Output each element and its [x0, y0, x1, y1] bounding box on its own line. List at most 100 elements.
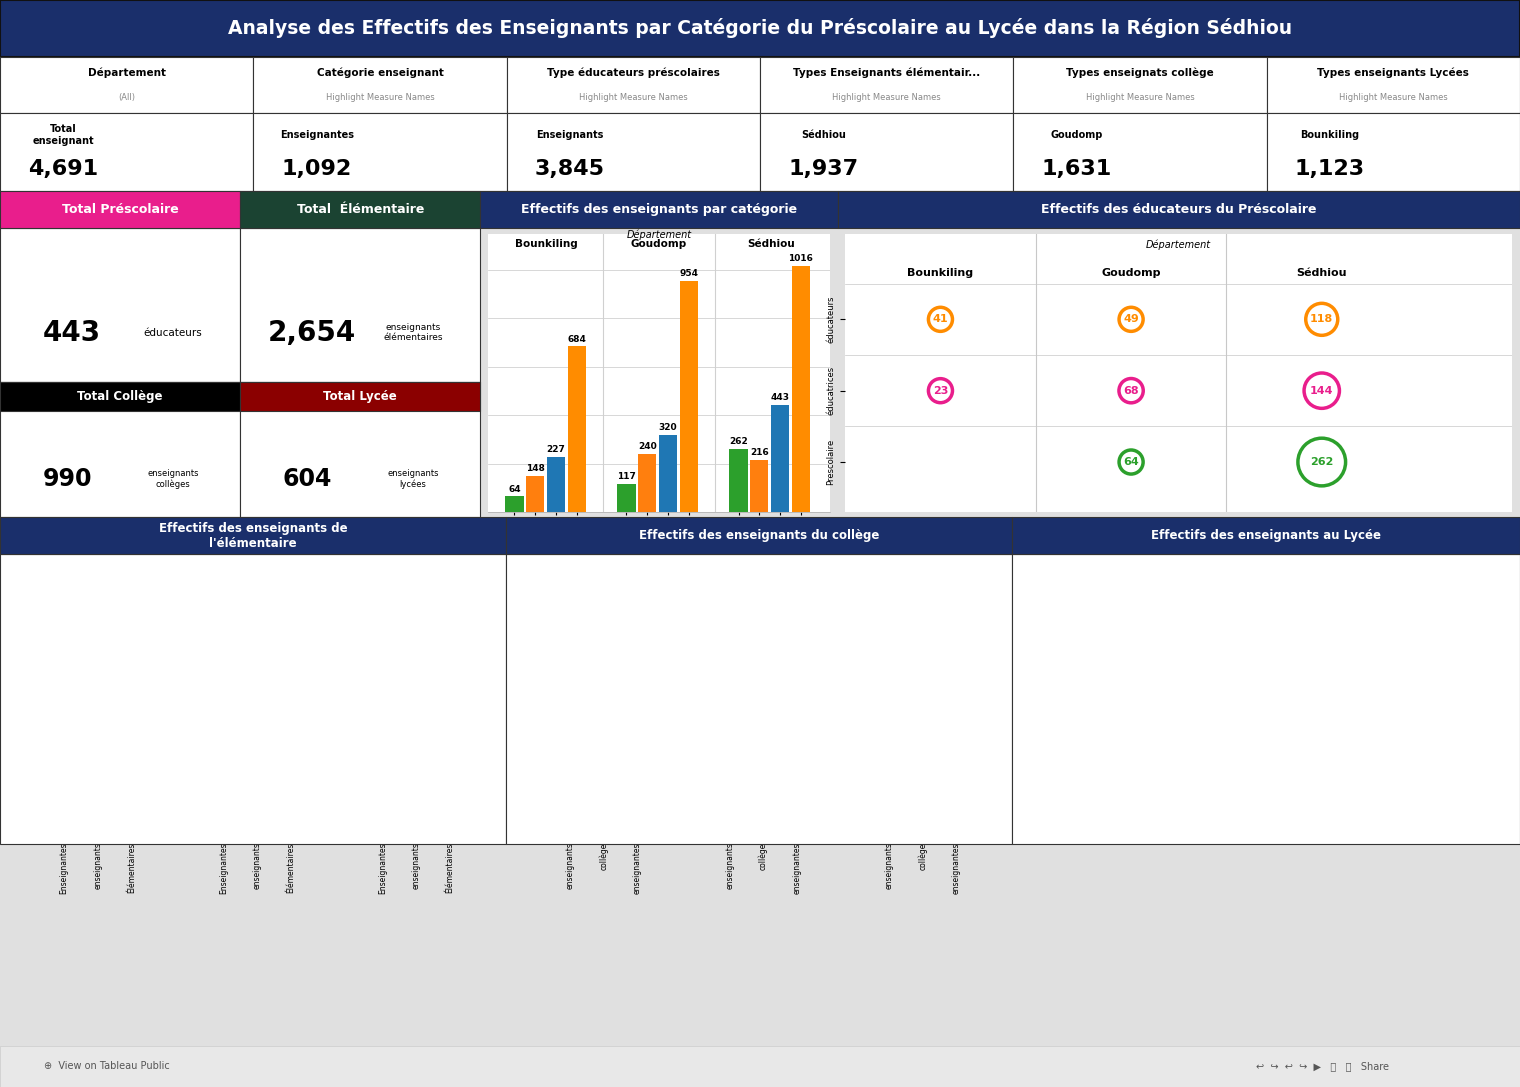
- Bar: [547, 457, 565, 512]
- Text: enseignants
collèges: enseignants collèges: [147, 470, 199, 489]
- Point: [1360, 777, 1385, 795]
- Text: 1016: 1016: [438, 594, 462, 602]
- Text: 49: 49: [1123, 314, 1138, 324]
- Text: 684: 684: [122, 669, 141, 677]
- Bar: [368, 792, 398, 835]
- Text: Sédhiou: Sédhiou: [1297, 268, 1347, 278]
- Text: 30: 30: [1366, 782, 1380, 791]
- Text: Bounkiling: Bounkiling: [1072, 597, 1137, 607]
- Bar: [792, 266, 810, 512]
- Text: 684: 684: [567, 335, 587, 343]
- Text: Types enseignants Lycées: Types enseignants Lycées: [1318, 67, 1470, 77]
- Text: 376: 376: [880, 641, 898, 650]
- Text: 101: 101: [55, 800, 73, 809]
- Text: Sédhiou: Sédhiou: [901, 570, 948, 580]
- Text: Sédhiou: Sédhiou: [1348, 597, 1398, 607]
- Bar: [84, 703, 112, 835]
- Text: Département: Département: [733, 559, 798, 570]
- Text: enseignants
élémentaires: enseignants élémentaires: [383, 323, 442, 342]
- Text: 123: 123: [1093, 711, 1114, 722]
- Text: Effectifs des enseignants du collège: Effectifs des enseignants du collège: [638, 529, 880, 542]
- Text: Total  Élémentaire: Total Élémentaire: [296, 203, 424, 216]
- Text: Département: Département: [226, 560, 292, 570]
- Text: 67: 67: [950, 791, 962, 800]
- Point: [929, 311, 953, 328]
- Text: 227: 227: [547, 446, 565, 454]
- Point: [1227, 708, 1251, 725]
- Text: 28: 28: [790, 810, 803, 819]
- Text: Bounkiling: Bounkiling: [515, 239, 578, 249]
- Text: ⊕  View on Tableau Public: ⊕ View on Tableau Public: [44, 1061, 169, 1072]
- Text: 1016: 1016: [789, 254, 813, 263]
- Text: 262: 262: [1310, 457, 1333, 467]
- Text: 186: 186: [374, 780, 392, 790]
- Text: 148: 148: [1093, 641, 1114, 652]
- Bar: [50, 812, 79, 835]
- Bar: [874, 652, 904, 835]
- Point: [1119, 453, 1143, 471]
- Text: Types enseignats collège: Types enseignats collège: [1066, 67, 1214, 77]
- Text: 216: 216: [1362, 641, 1385, 652]
- Text: Highlight Measure Names: Highlight Measure Names: [1085, 92, 1195, 102]
- Text: Total
enseignant: Total enseignant: [32, 124, 94, 146]
- Text: 830: 830: [407, 635, 426, 645]
- Text: Highlight Measure Names: Highlight Measure Names: [579, 92, 687, 102]
- Text: 990: 990: [43, 467, 93, 491]
- Bar: [117, 680, 146, 835]
- Text: Type éducateurs préscolaires: Type éducateurs préscolaires: [547, 67, 720, 77]
- Text: 1,937: 1,937: [789, 160, 859, 179]
- Text: 1,092: 1,092: [281, 160, 351, 179]
- Bar: [941, 802, 971, 835]
- Text: Effectifs des enseignants par catégorie: Effectifs des enseignants par catégorie: [521, 203, 796, 216]
- Point: [1360, 708, 1385, 725]
- Text: Département: Département: [88, 67, 166, 77]
- Text: 240: 240: [638, 442, 657, 451]
- Point: [1310, 453, 1335, 471]
- Bar: [714, 694, 745, 835]
- Text: Département: Département: [626, 229, 692, 240]
- Text: 117: 117: [617, 472, 635, 480]
- Text: Effectifs des enseignants de
l'élémentaire: Effectifs des enseignants de l'élémentai…: [158, 522, 348, 550]
- Text: 320: 320: [754, 669, 772, 677]
- Text: Total Préscolaire: Total Préscolaire: [62, 203, 178, 216]
- Text: Enseignantes: Enseignantes: [280, 130, 354, 140]
- Text: 118: 118: [1310, 314, 1333, 324]
- Bar: [679, 282, 698, 512]
- Text: Types Enseignants élémentair...: Types Enseignants élémentair...: [793, 67, 980, 77]
- Text: Effectifs des éducateurs du Préscolaire: Effectifs des éducateurs du Préscolaire: [1041, 203, 1316, 216]
- Bar: [660, 435, 678, 512]
- Text: 25: 25: [1097, 782, 1111, 791]
- Text: 41: 41: [933, 314, 948, 324]
- Point: [1310, 311, 1335, 328]
- Point: [1360, 638, 1385, 655]
- Text: 4,691: 4,691: [29, 160, 99, 179]
- Text: Bounkiling: Bounkiling: [907, 268, 973, 278]
- Bar: [771, 404, 789, 512]
- Text: 1,123: 1,123: [1295, 160, 1365, 179]
- Text: Sédhiou: Sédhiou: [395, 569, 442, 579]
- Bar: [505, 497, 523, 512]
- Text: 68: 68: [1123, 386, 1138, 396]
- Text: 64: 64: [1123, 457, 1138, 467]
- Text: Effectifs des enseignants au Lycée: Effectifs des enseignants au Lycée: [1151, 529, 1382, 542]
- Text: Highlight Measure Names: Highlight Measure Names: [1339, 92, 1447, 102]
- Text: Highlight Measure Names: Highlight Measure Names: [833, 92, 941, 102]
- Text: 443: 443: [771, 392, 790, 402]
- Point: [1227, 777, 1251, 795]
- Text: 828: 828: [248, 636, 266, 645]
- Point: [1119, 382, 1143, 399]
- Point: [1227, 638, 1251, 655]
- Text: (All): (All): [119, 92, 135, 102]
- Text: 240: 240: [1228, 641, 1249, 652]
- Text: Bounkiling: Bounkiling: [68, 569, 131, 579]
- Bar: [567, 347, 585, 512]
- Text: Département: Département: [1146, 239, 1211, 250]
- Text: 195: 195: [561, 728, 579, 738]
- Text: 262: 262: [730, 437, 748, 446]
- Text: Bounkiling: Bounkiling: [1301, 130, 1359, 140]
- Text: 186: 186: [1362, 711, 1385, 722]
- Text: Goudomp: Goudomp: [1102, 268, 1161, 278]
- Bar: [208, 807, 239, 835]
- Text: 954: 954: [281, 607, 299, 616]
- Text: Sédhiou: Sédhiou: [748, 239, 795, 249]
